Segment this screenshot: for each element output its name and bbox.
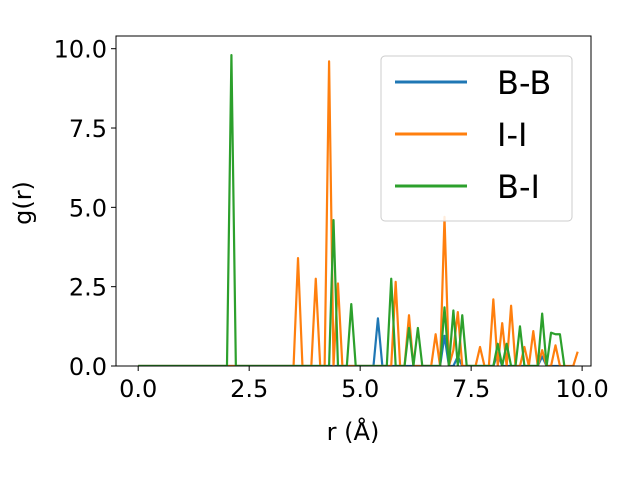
series-line-b-i xyxy=(138,53,566,366)
legend-label-i-i: I-I xyxy=(497,116,527,154)
x-tick-label: 0.0 xyxy=(119,375,157,403)
y-tick-label: 2.5 xyxy=(69,274,107,302)
x-tick-label: 2.5 xyxy=(230,375,268,403)
x-tick-label: 7.5 xyxy=(452,375,490,403)
x-axis-label: r (Å) xyxy=(327,417,380,446)
legend-label-b-b: B-B xyxy=(497,64,551,102)
y-tick-label: 7.5 xyxy=(69,115,107,143)
plot-frame xyxy=(115,35,592,367)
y-axis-label: g(r) xyxy=(9,181,37,225)
x-tick-label: 5.0 xyxy=(341,375,379,403)
y-tick-label: 0.0 xyxy=(69,353,107,381)
y-tick-label: 5.0 xyxy=(69,194,107,222)
x-axis: 0.0 2.5 5.0 7.5 10.0 xyxy=(119,366,609,403)
x-tick-label: 10.0 xyxy=(555,375,608,403)
legend: B-B I-I B-I xyxy=(380,55,573,222)
y-axis: 0.0 2.5 5.0 7.5 10.0 xyxy=(54,36,116,381)
series-layer xyxy=(138,53,579,366)
y-tick-label: 10.0 xyxy=(54,36,107,64)
legend-label-b-i: B-I xyxy=(497,168,540,206)
legend-frame xyxy=(380,55,573,222)
